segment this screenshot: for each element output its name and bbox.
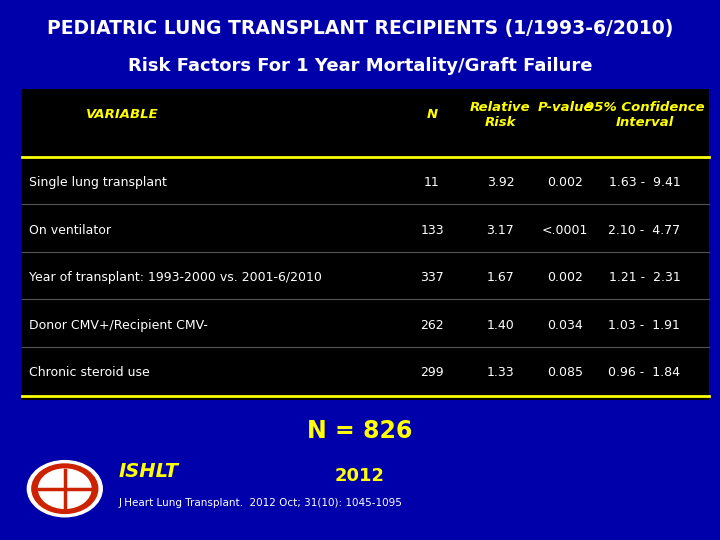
- FancyBboxPatch shape: [22, 89, 709, 400]
- Text: Risk Factors For 1 Year Mortality/Graft Failure: Risk Factors For 1 Year Mortality/Graft …: [127, 57, 593, 75]
- Text: 337: 337: [420, 271, 444, 284]
- Text: 3.92: 3.92: [487, 176, 514, 189]
- Text: 1.21 -  2.31: 1.21 - 2.31: [608, 271, 680, 284]
- Text: 133: 133: [420, 224, 444, 237]
- Text: 1.33: 1.33: [487, 366, 514, 379]
- Text: Chronic steroid use: Chronic steroid use: [29, 366, 150, 379]
- Text: <.0001: <.0001: [542, 224, 588, 237]
- Text: 11: 11: [424, 176, 440, 189]
- Text: 1.03 -  1.91: 1.03 - 1.91: [608, 319, 680, 332]
- Text: 1.63 -  9.41: 1.63 - 9.41: [608, 176, 680, 189]
- Text: N: N: [426, 108, 438, 121]
- Text: 0.002: 0.002: [547, 271, 583, 284]
- Text: 0.085: 0.085: [547, 366, 583, 379]
- Text: ISHLT: ISHLT: [119, 462, 179, 481]
- Text: Single lung transplant: Single lung transplant: [29, 176, 166, 189]
- Text: Donor CMV+/Recipient CMV-: Donor CMV+/Recipient CMV-: [29, 319, 207, 332]
- Text: 95% Confidence
Interval: 95% Confidence Interval: [585, 101, 704, 129]
- Text: 3.17: 3.17: [487, 224, 514, 237]
- Text: VARIABLE: VARIABLE: [86, 108, 158, 121]
- Text: 0.002: 0.002: [547, 176, 583, 189]
- Text: 2.10 -  4.77: 2.10 - 4.77: [608, 224, 680, 237]
- Text: PEDIATRIC LUNG TRANSPLANT RECIPIENTS (1/1993-6/2010): PEDIATRIC LUNG TRANSPLANT RECIPIENTS (1/…: [47, 19, 673, 38]
- Text: On ventilator: On ventilator: [29, 224, 111, 237]
- Text: Relative
Risk: Relative Risk: [470, 101, 531, 129]
- Text: 0.96 -  1.84: 0.96 - 1.84: [608, 366, 680, 379]
- Text: 0.034: 0.034: [547, 319, 583, 332]
- Text: P-value: P-value: [537, 101, 593, 114]
- Circle shape: [32, 464, 98, 514]
- Text: J Heart Lung Transplant.  2012 Oct; 31(10): 1045-1095: J Heart Lung Transplant. 2012 Oct; 31(10…: [119, 498, 402, 508]
- Text: 1.67: 1.67: [487, 271, 514, 284]
- Text: 262: 262: [420, 319, 444, 332]
- Text: 299: 299: [420, 366, 444, 379]
- Text: Year of transplant: 1993-2000 vs. 2001-6/2010: Year of transplant: 1993-2000 vs. 2001-6…: [29, 271, 322, 284]
- Text: 2012: 2012: [335, 467, 385, 485]
- Text: 1.40: 1.40: [487, 319, 514, 332]
- Circle shape: [39, 469, 91, 508]
- Text: N = 826: N = 826: [307, 418, 413, 442]
- Circle shape: [27, 461, 102, 517]
